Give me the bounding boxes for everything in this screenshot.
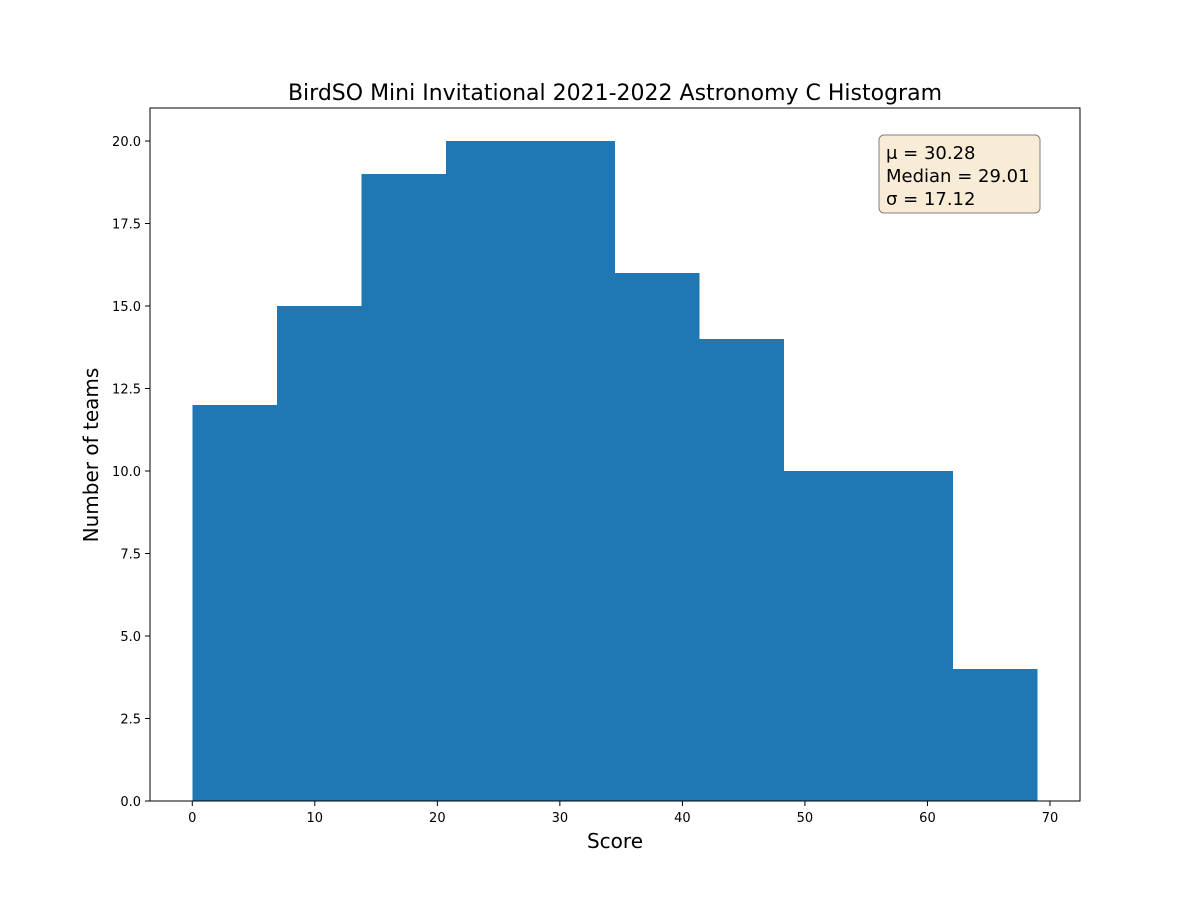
plot-frame	[149, 107, 1081, 802]
stats-median: Median = 29.01	[886, 166, 1030, 187]
x-tick-label: 30	[552, 811, 569, 826]
stats-box: μ = 30.28 Median = 29.01 σ = 17.12	[878, 134, 1041, 214]
histogram-bar	[192, 405, 277, 801]
stats-sigma: σ = 17.12	[886, 189, 975, 210]
y-tick-label: 17.5	[112, 218, 141, 233]
y-tick-label: 2.5	[120, 713, 141, 728]
histogram-bar	[868, 471, 954, 801]
x-tick-label: 10	[307, 811, 324, 826]
x-tick-label: 20	[429, 811, 446, 826]
histogram-bar	[276, 306, 362, 801]
x-tick-label: 40	[674, 811, 691, 826]
x-tick-label: 0	[188, 811, 196, 826]
stats-box-background	[878, 134, 1041, 214]
bars-group	[192, 141, 1038, 801]
histogram-bar	[530, 141, 615, 801]
histogram-bar	[361, 174, 446, 801]
histogram-bar	[445, 141, 531, 801]
y-axis: 0.0 2.5 5.0 7.5 10.0 12.5 15.0 17.5 20.0	[112, 135, 150, 810]
x-axis: 0 10 20 30 40 50 60 70	[188, 801, 1058, 826]
histogram-bar	[615, 273, 700, 801]
stats-mean: μ = 30.28	[886, 143, 976, 164]
y-tick-label: 12.5	[112, 383, 141, 398]
y-tick-label: 7.5	[120, 548, 141, 563]
histogram-bar	[699, 339, 785, 801]
histogram-bar	[784, 471, 869, 801]
y-tick-label: 5.0	[120, 630, 141, 645]
y-tick-label: 15.0	[112, 300, 141, 315]
x-tick-label: 60	[919, 811, 936, 826]
x-tick-label: 50	[797, 811, 814, 826]
histogram-bar	[953, 669, 1038, 801]
y-tick-label: 10.0	[112, 465, 141, 480]
x-axis-title: Score	[587, 829, 643, 853]
y-tick-label: 20.0	[112, 135, 141, 150]
chart-title: BirdSO Mini Invitational 2021-2022 Astro…	[288, 81, 942, 106]
y-tick-label: 0.0	[120, 795, 141, 810]
x-tick-label: 70	[1042, 811, 1059, 826]
y-axis-title: Number of teams	[79, 368, 103, 543]
